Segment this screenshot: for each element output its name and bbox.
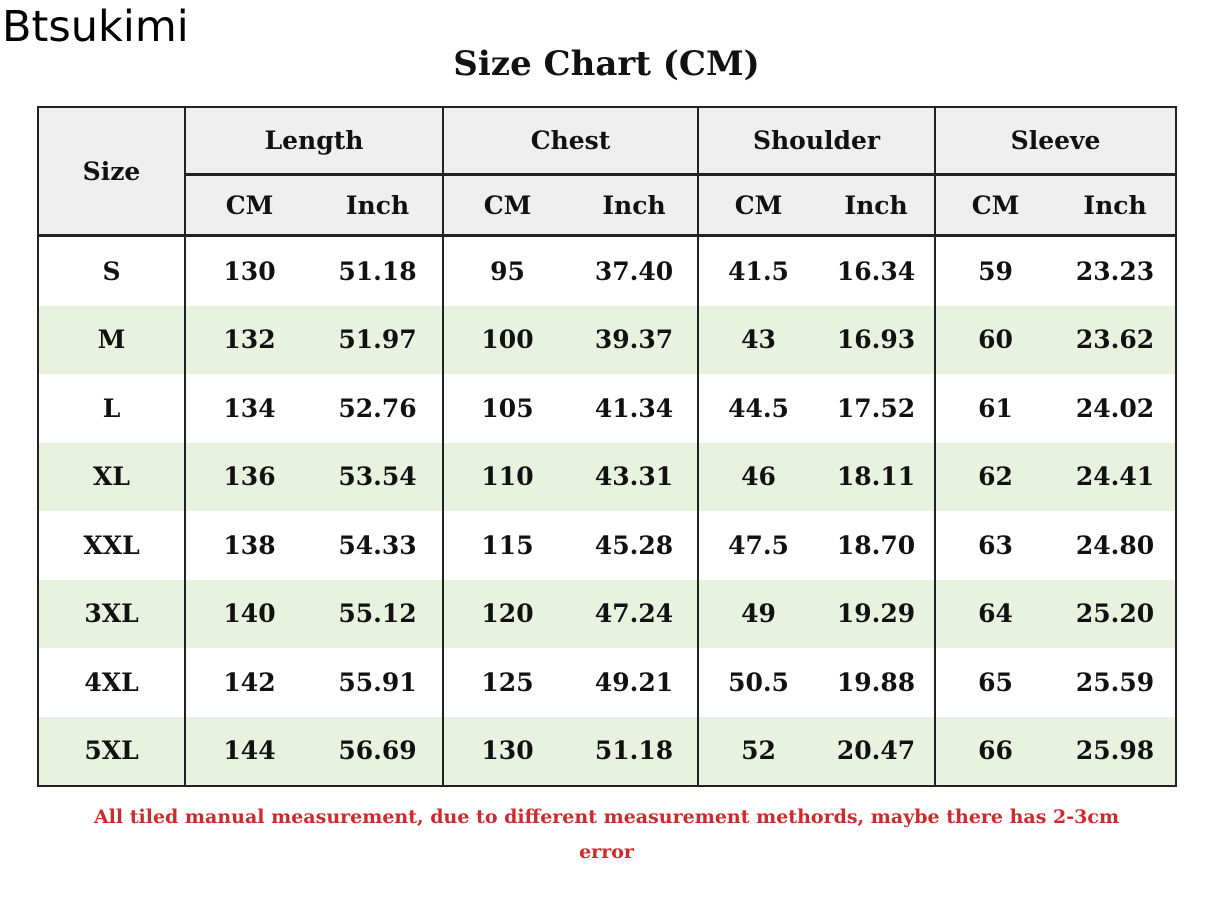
shoulder-cm-cell: 47.5	[698, 511, 819, 580]
shoulder-inch-cell: 20.47	[818, 716, 937, 786]
table-row: S 130 51.18 95 37.40 41.5 16.34 59 23.23	[38, 235, 1177, 306]
shoulder-inch-cell: 18.11	[818, 442, 937, 511]
chest-cm-cell: 125	[443, 648, 571, 717]
size-cell: XL	[38, 442, 186, 511]
measurement-note-line: error	[579, 841, 634, 863]
length-inch-cell: 55.91	[313, 648, 444, 717]
measurement-note-line: All tiled manual measurement, due to dif…	[93, 806, 1120, 828]
group-header-sleeve: Sleeve	[935, 107, 1177, 175]
shoulder-cm-cell: 49	[698, 579, 819, 648]
sleeve-inch-cell: 23.23	[1055, 235, 1177, 306]
size-cell: 3XL	[38, 579, 186, 648]
size-chart-table: Size Length Chest Shoulder Sleeve CM Inc…	[37, 106, 1178, 787]
sleeve-cm-cell: 65	[935, 648, 1056, 717]
shoulder-inch-cell: 16.34	[818, 235, 937, 306]
shoulder-cm-cell: 46	[698, 442, 819, 511]
shoulder-inch-cell: 18.70	[818, 511, 937, 580]
chest-inch-cell: 43.31	[571, 442, 700, 511]
chest-cm-cell: 95	[443, 235, 571, 306]
chest-inch-cell: 45.28	[571, 511, 700, 580]
length-inch-cell: 51.97	[313, 305, 444, 374]
table-row: 4XL 142 55.91 125 49.21 50.5 19.88 65 25…	[38, 648, 1177, 717]
sleeve-cm-cell: 60	[935, 305, 1056, 374]
chest-inch-cell: 37.40	[571, 235, 700, 306]
chest-inch-cell: 51.18	[571, 716, 700, 786]
length-cm-cell: 142	[185, 648, 313, 717]
length-cm-cell: 132	[185, 305, 313, 374]
table-row: XL 136 53.54 110 43.31 46 18.11 62 24.41	[38, 442, 1177, 511]
unit-header-inch: Inch	[1055, 173, 1177, 237]
length-cm-cell: 140	[185, 579, 313, 648]
length-cm-cell: 138	[185, 511, 313, 580]
unit-header-cm: CM	[935, 173, 1056, 237]
length-cm-cell: 144	[185, 716, 313, 786]
chest-inch-cell: 39.37	[571, 305, 700, 374]
table-row: XXL 138 54.33 115 45.28 47.5 18.70 63 24…	[38, 511, 1177, 580]
chest-cm-cell: 115	[443, 511, 571, 580]
shoulder-cm-cell: 52	[698, 716, 819, 786]
sleeve-cm-cell: 66	[935, 716, 1056, 786]
sleeve-inch-cell: 24.80	[1055, 511, 1177, 580]
unit-header-inch: Inch	[571, 173, 700, 237]
sleeve-cm-cell: 62	[935, 442, 1056, 511]
table-row: 3XL 140 55.12 120 47.24 49 19.29 64 25.2…	[38, 579, 1177, 648]
shoulder-cm-cell: 50.5	[698, 648, 819, 717]
chest-cm-cell: 120	[443, 579, 571, 648]
size-cell: S	[38, 235, 186, 306]
group-header-length: Length	[185, 107, 444, 175]
sleeve-inch-cell: 25.59	[1055, 648, 1177, 717]
size-cell: 5XL	[38, 716, 186, 786]
sleeve-cm-cell: 61	[935, 374, 1056, 443]
length-cm-cell: 134	[185, 374, 313, 443]
chest-cm-cell: 110	[443, 442, 571, 511]
chest-cm-cell: 100	[443, 305, 571, 374]
sleeve-inch-cell: 25.98	[1055, 716, 1177, 786]
shoulder-cm-cell: 43	[698, 305, 819, 374]
unit-header-inch: Inch	[313, 173, 444, 237]
chest-inch-cell: 47.24	[571, 579, 700, 648]
table-row: L 134 52.76 105 41.34 44.5 17.52 61 24.0…	[38, 374, 1177, 443]
shoulder-inch-cell: 16.93	[818, 305, 937, 374]
shoulder-cm-cell: 44.5	[698, 374, 819, 443]
group-header-shoulder: Shoulder	[698, 107, 937, 175]
sleeve-inch-cell: 23.62	[1055, 305, 1177, 374]
unit-header-inch: Inch	[818, 173, 937, 237]
sleeve-cm-cell: 63	[935, 511, 1056, 580]
sleeve-inch-cell: 24.41	[1055, 442, 1177, 511]
shoulder-inch-cell: 19.29	[818, 579, 937, 648]
size-header: Size	[38, 107, 186, 237]
table-row: M 132 51.97 100 39.37 43 16.93 60 23.62	[38, 305, 1177, 374]
length-cm-cell: 136	[185, 442, 313, 511]
unit-header-cm: CM	[185, 173, 313, 237]
shoulder-inch-cell: 17.52	[818, 374, 937, 443]
chest-inch-cell: 41.34	[571, 374, 700, 443]
length-inch-cell: 51.18	[313, 235, 444, 306]
length-inch-cell: 52.76	[313, 374, 444, 443]
brand-name: Btsukimi	[2, 2, 189, 52]
sleeve-inch-cell: 24.02	[1055, 374, 1177, 443]
length-inch-cell: 55.12	[313, 579, 444, 648]
shoulder-cm-cell: 41.5	[698, 235, 819, 306]
length-inch-cell: 54.33	[313, 511, 444, 580]
length-cm-cell: 130	[185, 235, 313, 306]
size-cell: L	[38, 374, 186, 443]
size-cell: XXL	[38, 511, 186, 580]
chest-inch-cell: 49.21	[571, 648, 700, 717]
measurement-note: All tiled manual measurement, due to dif…	[0, 800, 1213, 870]
chest-cm-cell: 105	[443, 374, 571, 443]
sleeve-inch-cell: 25.20	[1055, 579, 1177, 648]
sleeve-cm-cell: 64	[935, 579, 1056, 648]
unit-header-cm: CM	[443, 173, 571, 237]
size-cell: 4XL	[38, 648, 186, 717]
group-header-chest: Chest	[443, 107, 700, 175]
size-cell: M	[38, 305, 186, 374]
unit-header-cm: CM	[698, 173, 819, 237]
shoulder-inch-cell: 19.88	[818, 648, 937, 717]
chart-title: Size Chart (CM)	[453, 44, 760, 84]
chest-cm-cell: 130	[443, 716, 571, 786]
length-inch-cell: 56.69	[313, 716, 444, 786]
table-row: 5XL 144 56.69 130 51.18 52 20.47 66 25.9…	[38, 716, 1177, 786]
length-inch-cell: 53.54	[313, 442, 444, 511]
sleeve-cm-cell: 59	[935, 235, 1056, 306]
